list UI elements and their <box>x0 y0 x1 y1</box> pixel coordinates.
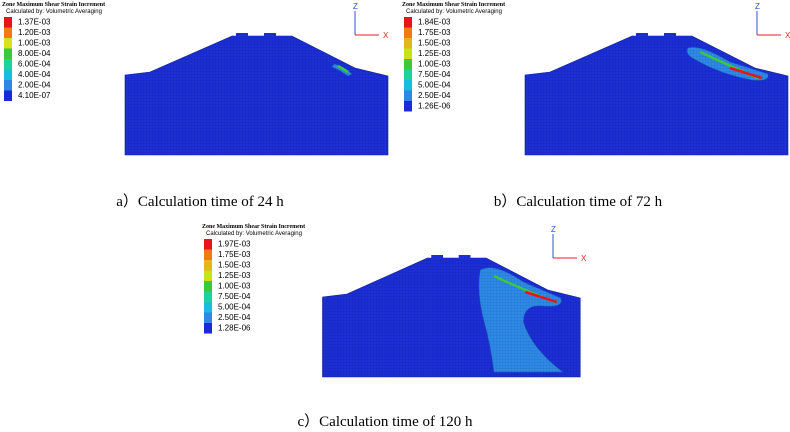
panel: Zone Maximum Shear Strain IncrementCalcu… <box>2 2 389 210</box>
legend-label: 1.00E-03 <box>418 60 451 69</box>
legend-label: 4.10E-07 <box>18 91 51 100</box>
legend-swatch <box>4 27 12 38</box>
strain-band <box>729 66 763 80</box>
legend-label: 7.50E-04 <box>218 292 251 301</box>
caption: a）Calculation time of 24 h <box>116 193 284 210</box>
legend-label: 2.50E-04 <box>418 91 451 100</box>
axis-x-label: X <box>581 254 587 263</box>
legend-label: 1.37E-03 <box>18 18 51 27</box>
legend-swatch <box>404 80 412 91</box>
model <box>524 33 789 156</box>
legend-swatch <box>204 302 212 313</box>
legend-label: 1.75E-03 <box>418 28 451 37</box>
panel: Zone Maximum Shear Strain IncrementCalcu… <box>202 224 587 430</box>
legend-label: 1.00E-03 <box>18 39 51 48</box>
legend-title: Zone Maximum Shear Strain Increment <box>202 224 305 230</box>
legend-label: 6.00E-04 <box>18 60 51 69</box>
legend-swatch <box>4 48 12 59</box>
legend-label: 8.00E-04 <box>18 49 51 58</box>
legend-swatch <box>4 17 12 28</box>
legend-swatch <box>4 90 12 101</box>
strain-band <box>478 267 564 373</box>
legend-label: 1.50E-03 <box>418 39 451 48</box>
dam-mesh <box>124 35 389 156</box>
legend-swatch <box>4 80 12 91</box>
axis-z-label: Z <box>353 2 358 11</box>
legend-label: 5.00E-04 <box>418 81 451 90</box>
caption: b）Calculation time of 72 h <box>494 193 663 210</box>
axis-z-label: Z <box>755 2 760 11</box>
panel: Zone Maximum Shear Strain IncrementCalcu… <box>402 2 790 210</box>
legend-label: 1.00E-03 <box>218 282 251 291</box>
axis-x-label: X <box>383 31 389 40</box>
legend-swatch <box>404 59 412 70</box>
legend-label: 2.00E-04 <box>18 81 51 90</box>
legend-label: 2.50E-04 <box>218 313 251 322</box>
model <box>124 33 389 156</box>
legend-swatch <box>404 101 412 112</box>
legend-swatch <box>404 48 412 59</box>
legend-swatch <box>204 249 212 260</box>
legend-label: 1.75E-03 <box>218 250 251 259</box>
crest-block <box>236 33 248 37</box>
legend-swatch <box>404 17 412 28</box>
legend-label: 1.26E-06 <box>418 102 451 111</box>
legend-label: 1.28E-06 <box>218 324 251 333</box>
legend-swatch <box>204 281 212 292</box>
legend-subtitle: Calculated by: Volumetric Averaging <box>406 9 502 15</box>
legend-swatch <box>204 323 212 334</box>
legend-swatch <box>204 291 212 302</box>
legend-label: 1.20E-03 <box>18 28 51 37</box>
legend-label: 1.25E-03 <box>218 271 251 280</box>
legend-label: 7.50E-04 <box>418 70 451 79</box>
legend-label: 1.84E-03 <box>418 18 451 27</box>
legend-subtitle: Calculated by: Volumetric Averaging <box>206 231 302 237</box>
legend-swatch <box>204 270 212 281</box>
legend-swatch <box>204 312 212 323</box>
legend-label: 1.25E-03 <box>418 49 451 58</box>
legend-swatch <box>404 38 412 49</box>
caption: c）Calculation time of 120 h <box>298 413 473 430</box>
legend-swatch <box>4 69 12 80</box>
legend-swatch <box>404 27 412 38</box>
axis-x-label: X <box>785 31 790 40</box>
model <box>322 255 581 378</box>
legend-label: 4.00E-04 <box>18 70 51 79</box>
legend-title: Zone Maximum Shear Strain Increment <box>402 2 505 8</box>
legend-swatch <box>204 260 212 271</box>
legend-subtitle: Calculated by: Volumetric Averaging <box>6 9 102 15</box>
axis-z-label: Z <box>551 225 556 234</box>
legend-label: 1.50E-03 <box>218 261 251 270</box>
legend-swatch <box>204 239 212 250</box>
crest-block <box>264 33 276 37</box>
crest-block <box>431 255 444 259</box>
crest-block <box>458 255 471 259</box>
crest-block <box>664 33 676 37</box>
strain-band <box>337 64 349 74</box>
legend-swatch <box>4 59 12 70</box>
legend-label: 1.97E-03 <box>218 240 251 249</box>
crest-block <box>636 33 648 37</box>
legend-swatch <box>404 69 412 80</box>
legend-swatch <box>4 38 12 49</box>
legend-swatch <box>404 90 412 101</box>
strain-band <box>524 290 558 304</box>
legend-label: 5.00E-04 <box>218 303 251 312</box>
legend-title: Zone Maximum Shear Strain Increment <box>2 2 105 8</box>
dam-mesh <box>524 35 789 156</box>
